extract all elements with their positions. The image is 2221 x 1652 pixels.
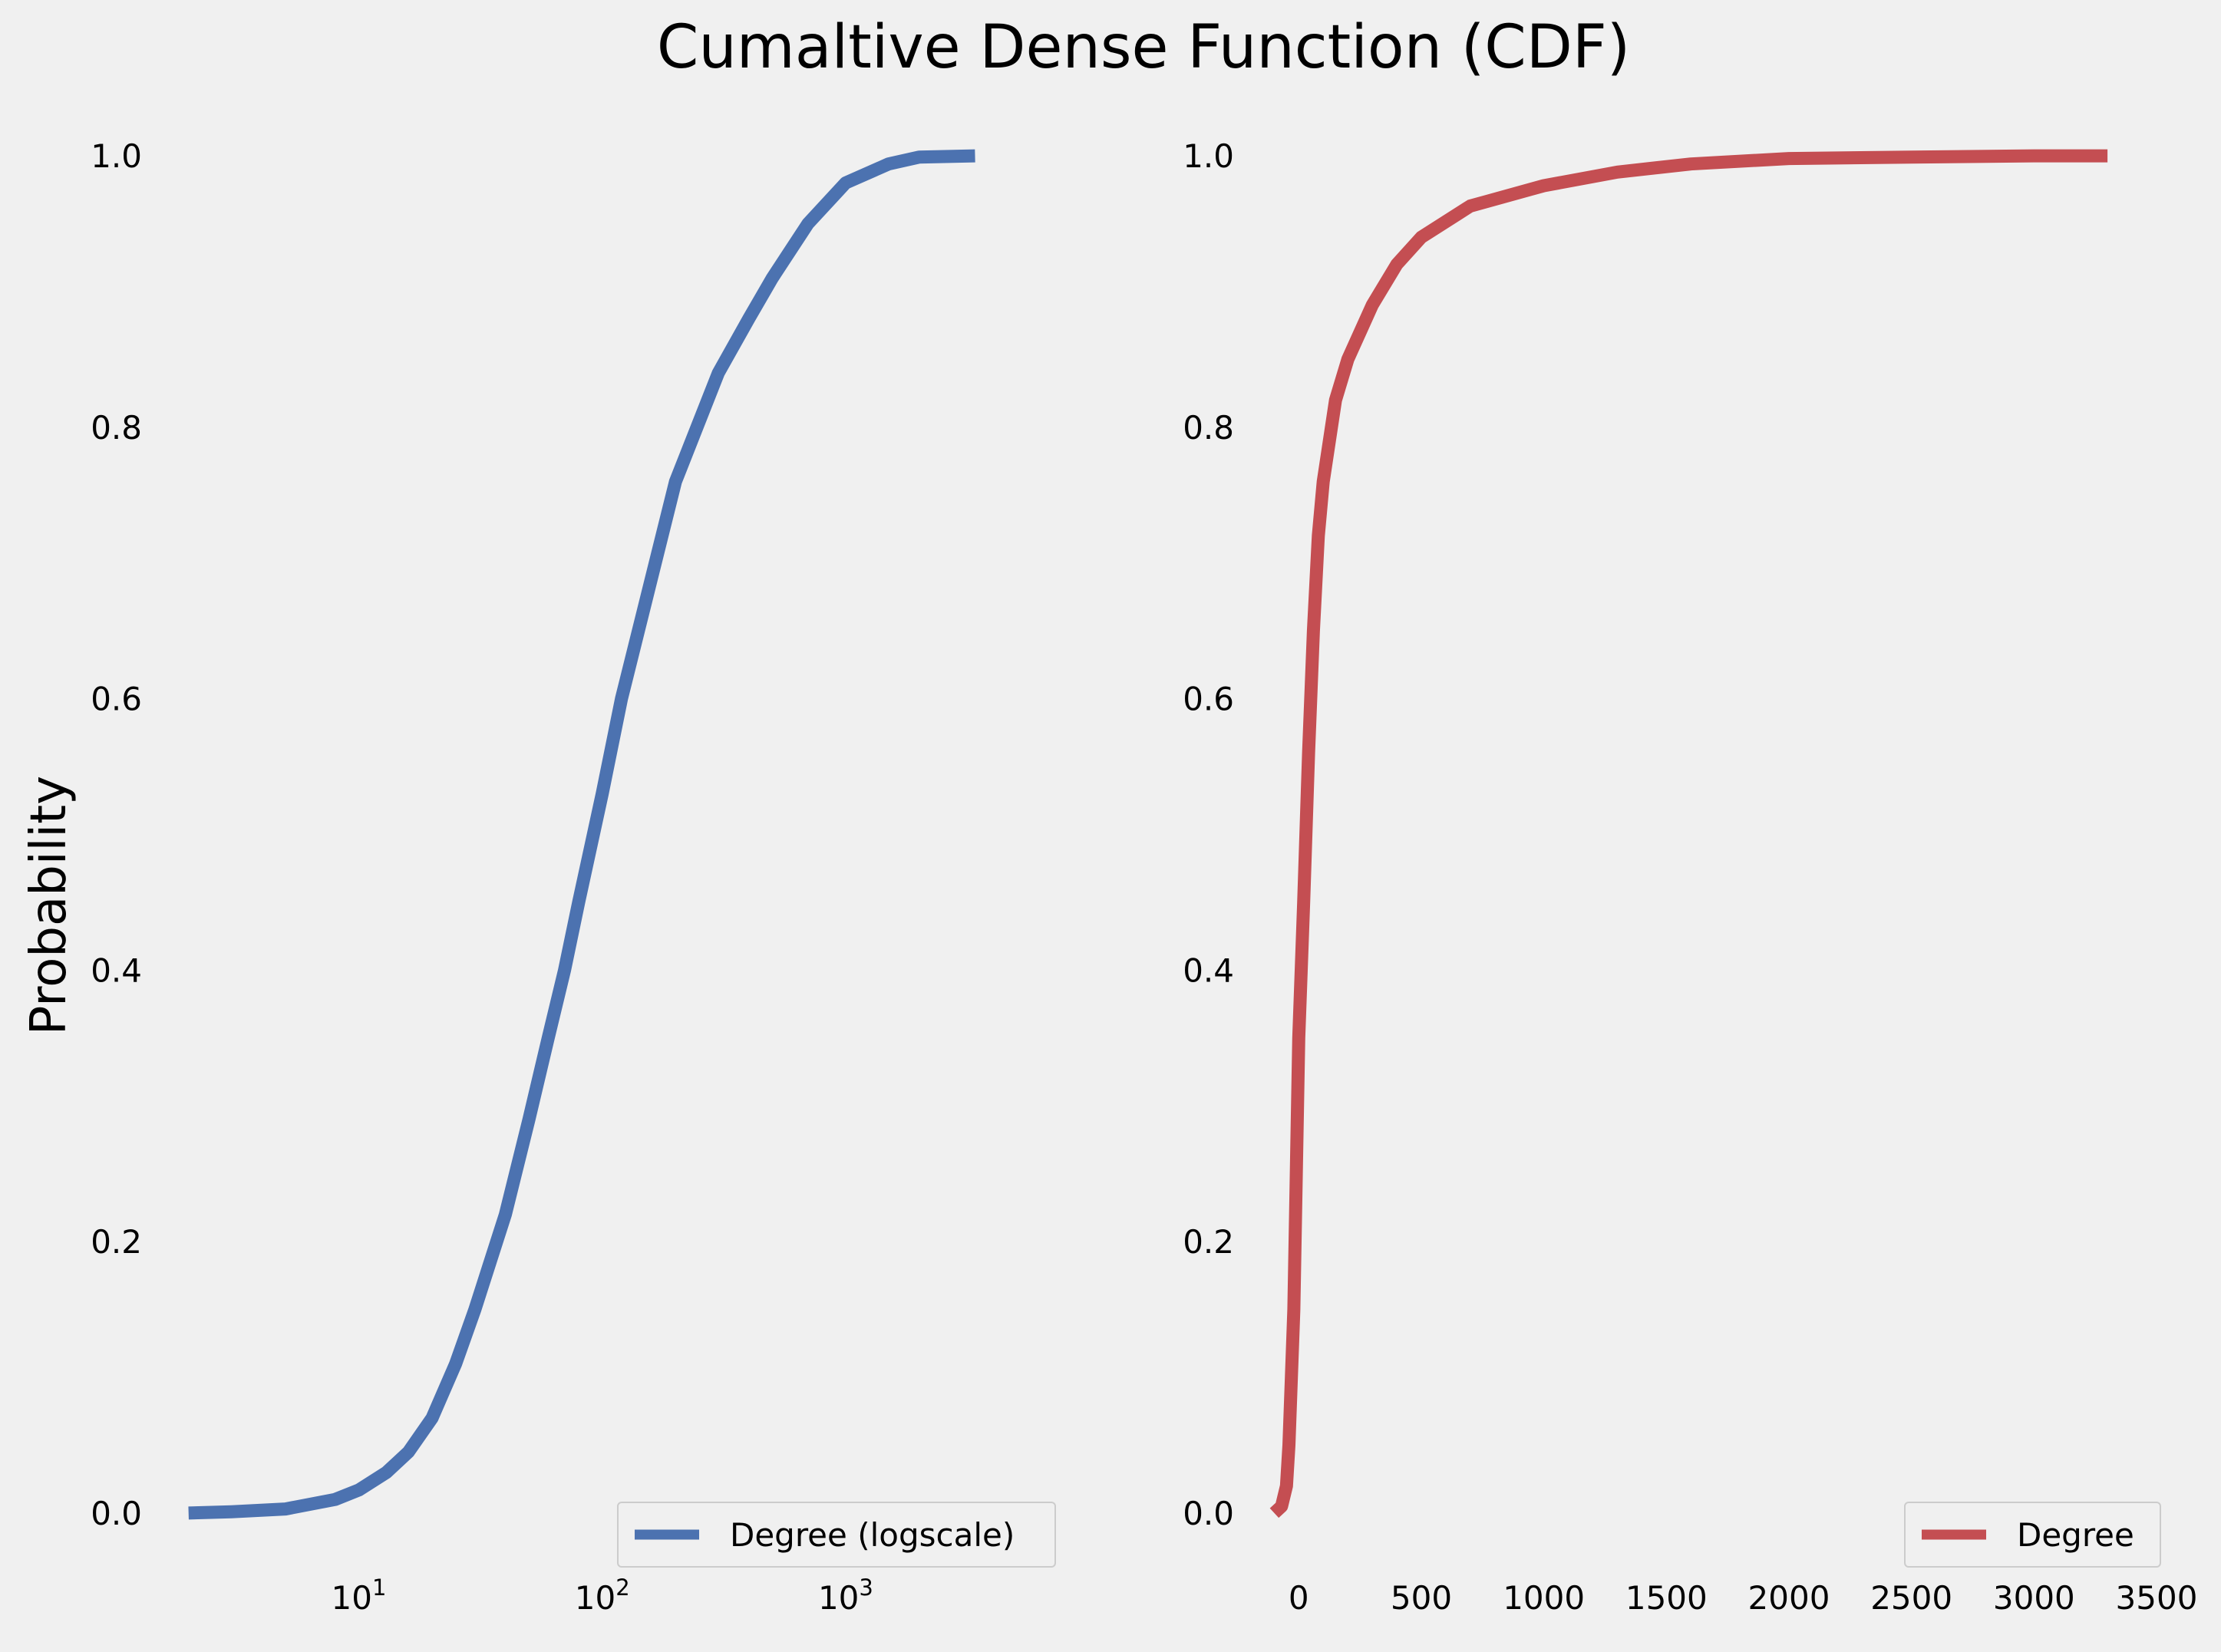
x-tick-label: 102 [575, 1575, 630, 1617]
y-tick-label: 0.2 [1183, 1223, 1234, 1261]
x-tick-label: 101 [332, 1575, 387, 1617]
series-line-degree-logscale [188, 149, 975, 1520]
legend-box [617, 1502, 1056, 1568]
y-tick-label: 0.8 [91, 409, 142, 447]
legend-box [1904, 1502, 2161, 1568]
x-tick-exponent: 1 [372, 1575, 386, 1601]
x-tick-label: 2000 [1748, 1579, 1830, 1617]
x-tick-base: 10 [332, 1579, 372, 1617]
y-tick-label: 0.6 [1183, 681, 1234, 718]
x-tick-base: 10 [818, 1579, 859, 1617]
x-tick-exponent: 3 [859, 1575, 873, 1601]
y-tick-label: 0.0 [1183, 1495, 1234, 1532]
y-tick-label: 0.2 [91, 1223, 142, 1261]
x-tick-label: 1000 [1503, 1579, 1585, 1617]
legend-label: Degree (logscale) [730, 1516, 1015, 1554]
x-tick-label: 3000 [1993, 1579, 2075, 1617]
legend-label: Degree [2017, 1516, 2134, 1554]
x-tick-exponent: 2 [615, 1575, 629, 1601]
y-tick-label: 0.8 [1183, 409, 1234, 447]
x-tick-label: 1500 [1625, 1579, 1708, 1617]
y-tick-label: 0.0 [91, 1495, 142, 1532]
x-tick-base: 10 [575, 1579, 615, 1617]
x-tick-label: 103 [818, 1575, 873, 1617]
series-line-degree [1269, 149, 2108, 1518]
y-tick-label: 1.0 [91, 137, 142, 175]
y-tick-label: 0.4 [91, 951, 142, 989]
x-tick-label: 3500 [2116, 1579, 2198, 1617]
y-axis-label: Probability [21, 776, 78, 1035]
right-subplot-linear: 0.0 0.2 0.4 0.6 0.8 1.0 0 500 1000 1500 2000 2500 30… [1183, 137, 2197, 1617]
x-tick-label: 0 [1289, 1579, 1309, 1617]
x-tick-label: 500 [1391, 1579, 1452, 1617]
figure-title: Cumaltive Dense Function (CDF) [657, 13, 1630, 82]
y-tick-label: 0.4 [1183, 951, 1234, 989]
y-tick-label: 1.0 [1183, 137, 1234, 175]
y-tick-label: 0.6 [91, 681, 142, 718]
x-tick-label: 2500 [1870, 1579, 1952, 1617]
